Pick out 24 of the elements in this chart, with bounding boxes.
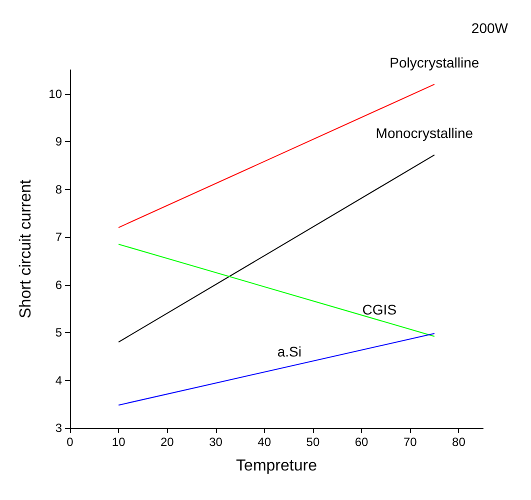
x-tick-label: 40	[258, 435, 272, 449]
x-tick-label: 0	[66, 435, 74, 449]
x-tick-label: 80	[452, 435, 466, 449]
series-label: a.Si	[277, 343, 302, 360]
x-tick-label: 10	[112, 435, 126, 449]
series-label: Monocrystalline	[376, 124, 474, 141]
x-tick-label: 60	[354, 435, 369, 449]
y-tick-label: 4	[55, 373, 62, 388]
x-tick-label: 50	[306, 435, 320, 449]
series-label: CGIS	[362, 301, 397, 318]
y-tick-label: 9	[55, 134, 62, 149]
y-tick-label: 7	[55, 230, 62, 244]
y-axis-title: Short circuit current	[18, 179, 34, 318]
y-tick-label: 6	[55, 278, 62, 292]
x-tick-label: 30	[209, 435, 223, 449]
x-axis-title: Tempreture	[236, 458, 318, 474]
y-tick-label: 3	[55, 421, 62, 435]
text: 200W	[471, 20, 509, 36]
series-label: Polycrystalline	[390, 54, 480, 70]
x-tick-label: 70	[403, 435, 418, 449]
y-tick-label: 10	[48, 86, 62, 101]
x-tick-label: 20	[160, 435, 174, 449]
y-tick-label: 8	[55, 182, 62, 196]
y-tick-label: 5	[55, 326, 62, 340]
